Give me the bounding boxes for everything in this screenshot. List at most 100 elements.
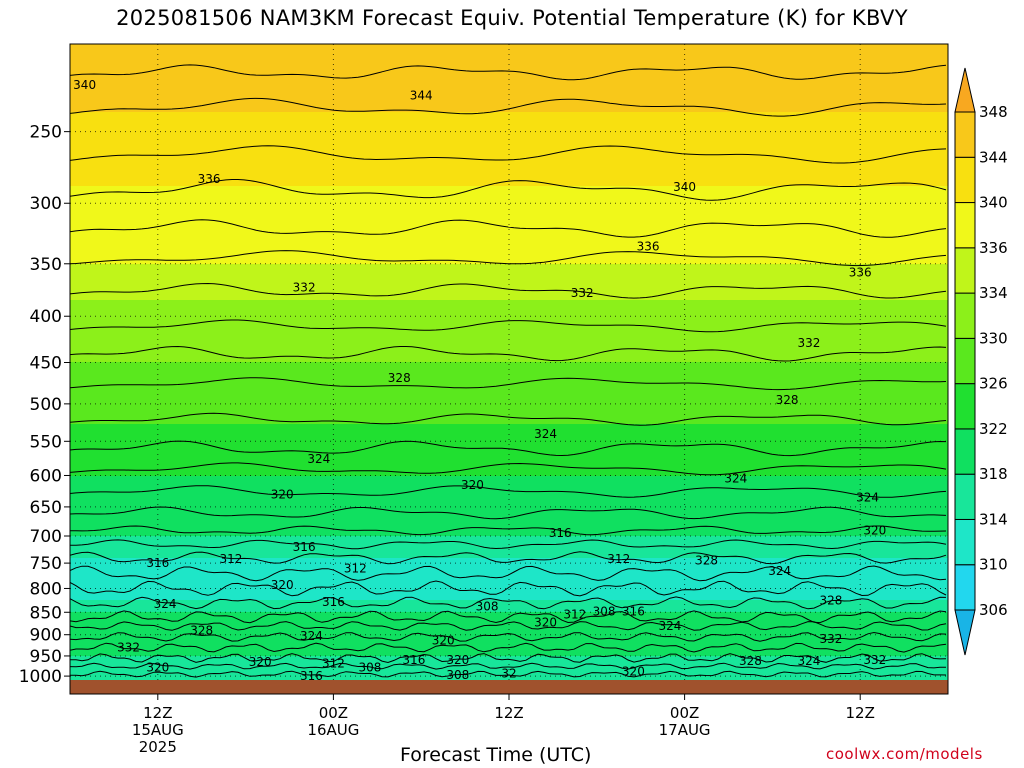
contour-label: 336 <box>198 172 221 186</box>
y-tick-label: 600 <box>30 466 62 486</box>
field-band <box>70 100 948 103</box>
contour-label: 316 <box>622 604 645 618</box>
field-band <box>70 390 948 393</box>
contour-label: 320 <box>863 523 886 537</box>
field-band <box>70 466 948 469</box>
y-tick-label: 250 <box>30 123 62 143</box>
field-band <box>70 330 948 333</box>
field-band <box>70 336 948 339</box>
field-band <box>70 556 948 559</box>
field-band <box>70 264 948 267</box>
contour-line <box>70 64 947 81</box>
field-band <box>70 474 948 477</box>
field-band <box>70 66 948 69</box>
field-band <box>70 544 948 547</box>
colorbar-label: 318 <box>979 465 1008 483</box>
contour-line <box>70 662 947 670</box>
field-band <box>70 242 948 245</box>
field-band <box>70 594 948 597</box>
field-band <box>70 482 948 485</box>
contour-line <box>70 462 947 476</box>
field-band <box>70 162 948 165</box>
field-band <box>70 494 948 497</box>
contour-line <box>70 525 947 536</box>
field-band <box>70 142 948 145</box>
field-band <box>70 672 948 675</box>
field-band <box>70 194 948 197</box>
colorbar-segment <box>954 111 976 158</box>
field-band <box>70 102 948 105</box>
field-band <box>70 262 948 265</box>
field-band <box>70 126 948 129</box>
field-band <box>70 496 948 499</box>
grid-lines <box>70 44 948 680</box>
field-band <box>70 444 948 447</box>
field-band <box>70 396 948 399</box>
field-band <box>70 432 948 435</box>
x-tick-label: 12Z <box>846 704 875 722</box>
contour-label: 324 <box>768 564 791 578</box>
field-band <box>70 472 948 475</box>
y-tick-label: 550 <box>30 432 62 452</box>
contour-label: 332 <box>571 286 594 300</box>
contour-label: 324 <box>659 619 682 633</box>
field-band <box>70 564 948 567</box>
field-band <box>70 284 948 287</box>
field-band <box>70 140 948 143</box>
field-band <box>70 124 948 127</box>
contour-line <box>70 282 947 299</box>
field-band <box>70 114 948 117</box>
field-band <box>70 562 948 565</box>
field-band <box>70 624 948 627</box>
contour-label: 320 <box>446 653 469 667</box>
contour-labels: 340 344 336 340 336 336 332 332 332 328 328 324 324 3… <box>73 78 886 683</box>
contour-label: 324 <box>534 427 557 441</box>
contour-label: 324 <box>856 491 879 505</box>
field-band <box>70 76 948 79</box>
colorbar-segment <box>954 156 976 204</box>
contour-line <box>70 580 947 597</box>
field-band <box>70 116 948 119</box>
contour-label: 312 <box>220 552 243 566</box>
field-band <box>70 334 948 337</box>
field-band <box>70 424 948 427</box>
field-band <box>70 374 948 377</box>
field-band <box>70 170 948 173</box>
field-band <box>70 536 948 539</box>
field-band <box>70 604 948 607</box>
colorbar-segment <box>954 518 976 566</box>
field-band <box>70 224 948 227</box>
field-band <box>70 356 948 359</box>
field-band <box>70 46 948 49</box>
field-band <box>70 250 948 253</box>
field-band <box>70 154 948 157</box>
field-band <box>70 352 948 355</box>
field-band <box>70 270 948 273</box>
field-band <box>70 56 948 59</box>
credit-text[interactable]: coolwx.com/models <box>826 745 983 763</box>
contour-label: 320 <box>146 660 169 674</box>
field-band <box>70 610 948 613</box>
field-band <box>70 200 948 203</box>
field-band <box>70 312 948 315</box>
field-band <box>70 560 948 563</box>
field-band <box>70 344 948 347</box>
field-band <box>70 316 948 319</box>
contour-label: 308 <box>359 660 382 674</box>
field-band <box>70 90 948 93</box>
field-band <box>70 132 948 135</box>
y-tick-label: 1000 <box>19 667 62 687</box>
contour-label: 316 <box>293 540 316 554</box>
field-band <box>70 342 948 345</box>
colorbar-segment <box>954 564 976 611</box>
contour-line <box>70 485 947 498</box>
contour-label: 324 <box>154 597 177 611</box>
field-band <box>70 602 948 605</box>
contour-label: 328 <box>739 654 762 668</box>
contour-label: 316 <box>549 526 572 540</box>
field-band <box>70 650 948 653</box>
field-band <box>70 192 948 195</box>
x-tick-label: 17AUG <box>659 721 711 739</box>
contour-label: 340 <box>673 180 696 194</box>
contour-label: 344 <box>410 88 433 102</box>
